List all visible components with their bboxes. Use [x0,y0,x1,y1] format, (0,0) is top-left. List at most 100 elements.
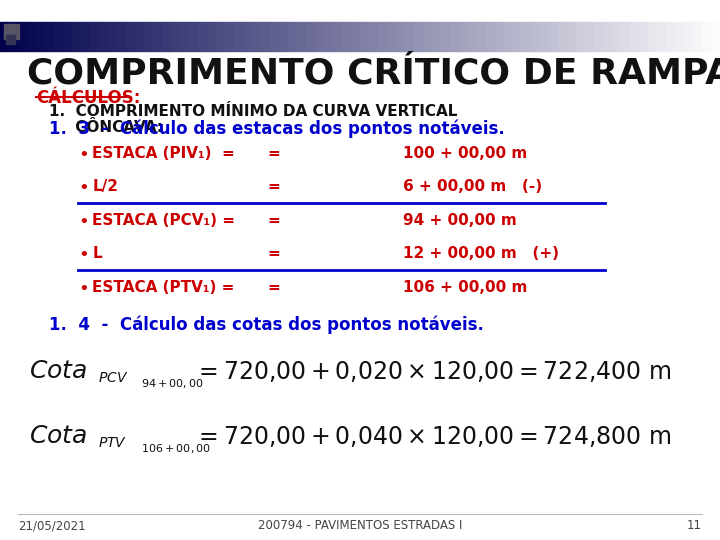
Bar [522,22,531,51]
Bar [252,22,261,51]
Bar [396,22,405,51]
Text: •: • [78,280,89,298]
Text: $\mathit{Cota}$: $\mathit{Cota}$ [29,359,87,383]
Text: 6 + 00,00 m   (-): 6 + 00,00 m (-) [403,179,542,194]
Text: •: • [78,146,89,164]
Text: 100 + 00,00 m: 100 + 00,00 m [403,146,528,161]
Text: 12 + 00,00 m   (+): 12 + 00,00 m (+) [403,246,559,261]
Bar [198,22,207,51]
Bar [189,22,198,51]
Text: 106 + 00,00 m: 106 + 00,00 m [403,280,528,295]
Bar [657,22,666,51]
Bar [675,22,684,51]
Bar [414,22,423,51]
Text: =: = [267,146,280,161]
Bar [513,22,522,51]
Bar [549,22,558,51]
Bar [279,22,288,51]
Bar [270,22,279,51]
Bar [441,22,450,51]
Text: 94 + 00,00 m: 94 + 00,00 m [403,213,517,228]
Bar [639,22,648,51]
Text: =: = [267,246,280,261]
Text: 200794 - PAVIMENTOS ESTRADAS I: 200794 - PAVIMENTOS ESTRADAS I [258,519,462,532]
Bar [81,22,90,51]
Bar [144,22,153,51]
Bar [306,22,315,51]
Bar [594,22,603,51]
Text: CÁLCULOS:: CÁLCULOS: [36,89,140,107]
Bar [171,22,180,51]
Bar [558,22,567,51]
Bar [342,22,351,51]
Bar [72,22,81,51]
Bar [153,22,162,51]
Text: COMPRIMENTO CRÍTICO DE RAMPA: COMPRIMENTO CRÍTICO DE RAMPA [27,57,720,91]
Bar [693,22,702,51]
Bar [432,22,441,51]
Bar [180,22,189,51]
Bar [702,22,711,51]
Text: 21/05/2021: 21/05/2021 [18,519,86,532]
Bar [360,22,369,51]
Text: 1.  3  -  Cálculo das estacas dos pontos notáveis.: 1. 3 - Cálculo das estacas dos pontos no… [49,120,505,138]
Bar [261,22,270,51]
Bar [6,35,15,44]
Bar [630,22,639,51]
Text: $\mathit{94+00,00}$: $\mathit{94+00,00}$ [141,377,204,390]
Text: 1.  COMPRIMENTO MÍNIMO DA CURVA VERTICAL: 1. COMPRIMENTO MÍNIMO DA CURVA VERTICAL [49,104,457,119]
Text: 1.  4  -  Cálculo das cotas dos pontos notáveis.: 1. 4 - Cálculo das cotas dos pontos notá… [49,316,484,334]
Bar [621,22,630,51]
Bar [540,22,549,51]
Bar [63,22,72,51]
Text: L/2: L/2 [92,179,118,194]
Bar [54,22,63,51]
Bar [0,22,9,51]
Bar [477,22,486,51]
Text: L: L [92,246,102,261]
Text: ESTACA (PCV₁) =: ESTACA (PCV₁) = [92,213,235,228]
Bar [126,22,135,51]
Bar [9,22,18,51]
Bar [4,24,19,39]
Bar [351,22,360,51]
Bar [387,22,396,51]
Bar [585,22,594,51]
Bar [45,22,54,51]
Bar [135,22,144,51]
Text: $= 720{,}00+0{,}040\times120{,}00=724{,}800\ \mathrm{m}$: $= 720{,}00+0{,}040\times120{,}00=724{,}… [194,424,672,449]
Bar [504,22,513,51]
Bar [486,22,495,51]
Bar [378,22,387,51]
Bar [162,22,171,51]
Bar [288,22,297,51]
Bar [108,22,117,51]
Bar [369,22,378,51]
Text: 11: 11 [687,519,702,532]
Text: •: • [78,213,89,231]
Bar [459,22,468,51]
Bar [243,22,252,51]
Text: ESTACA (PTV₁) =: ESTACA (PTV₁) = [92,280,235,295]
Bar [531,22,540,51]
Bar [117,22,126,51]
Text: =: = [267,213,280,228]
Bar [603,22,612,51]
Bar [450,22,459,51]
Bar [684,22,693,51]
Bar [468,22,477,51]
Bar [405,22,414,51]
Bar [576,22,585,51]
Bar [567,22,576,51]
Text: •: • [78,179,89,197]
Bar [423,22,432,51]
Bar [27,22,36,51]
Text: ESTACA (PIV₁)  =: ESTACA (PIV₁) = [92,146,235,161]
Text: =: = [267,179,280,194]
Bar [315,22,324,51]
Bar [207,22,216,51]
Text: $\mathit{106+00,00}$: $\mathit{106+00,00}$ [141,442,211,455]
Bar [333,22,342,51]
Text: •: • [78,246,89,264]
Bar [648,22,657,51]
